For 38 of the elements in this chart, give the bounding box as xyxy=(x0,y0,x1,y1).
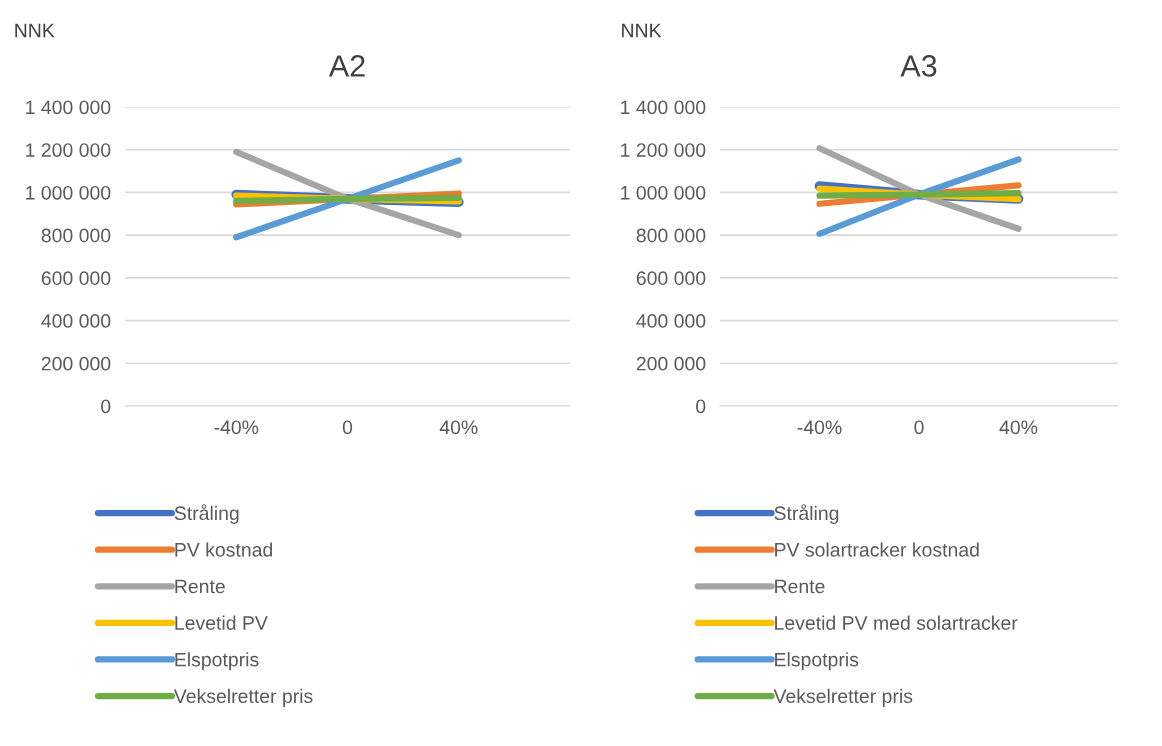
y-tick-label: 1 000 000 xyxy=(621,185,706,200)
y-tick-label: 200 000 xyxy=(636,356,706,371)
y-tick-label: 1 200 000 xyxy=(26,143,111,157)
legend-label: PV kostnad xyxy=(175,542,273,557)
y-tick-label: 1 200 000 xyxy=(621,143,706,157)
legend-label: PV solartracker kostnad xyxy=(775,542,979,557)
y-tick-label: 600 000 xyxy=(636,271,706,286)
chart-title: A3 xyxy=(900,55,937,77)
legend-label: Stråling xyxy=(774,504,839,524)
x-tick-label: 0 xyxy=(342,420,353,435)
y-tick-label: 0 xyxy=(101,399,111,414)
y-axis-title: NNK xyxy=(15,23,55,38)
y-tick-label: 1 400 000 xyxy=(26,100,111,115)
legend-label: Elspotpris xyxy=(775,652,859,671)
x-tick-label: 40% xyxy=(999,420,1038,435)
legend-label: Vekselretter pris xyxy=(773,688,913,707)
legend-label: Levetid PV xyxy=(175,615,268,630)
chart-title: A2 xyxy=(328,55,365,77)
legend-label: Rente xyxy=(175,579,225,594)
y-tick-label: 1 400 000 xyxy=(621,100,706,115)
y-tick-label: 1 000 000 xyxy=(26,185,111,200)
x-tick-label: -40% xyxy=(214,420,259,435)
y-tick-label: 600 000 xyxy=(41,271,111,286)
legend-label: Elspotpris xyxy=(175,652,259,671)
y-tick-label: 0 xyxy=(696,399,706,414)
legend-label: Levetid PV med solartracker xyxy=(775,615,1018,630)
y-axis-title: NNK xyxy=(622,23,662,38)
x-tick-label: -40% xyxy=(797,420,842,435)
x-tick-label: 0 xyxy=(914,420,924,435)
y-tick-label: 400 000 xyxy=(41,314,111,328)
legend-label: Stråling xyxy=(174,504,239,524)
legend-label: Vekselretter pris xyxy=(173,688,313,707)
legend-label: Rente xyxy=(775,579,825,594)
y-tick-label: 800 000 xyxy=(41,228,111,243)
y-tick-label: 400 000 xyxy=(636,314,706,328)
y-tick-label: 200 000 xyxy=(41,356,111,371)
x-tick-label: 40% xyxy=(439,420,478,435)
y-tick-label: 800 000 xyxy=(636,228,706,243)
